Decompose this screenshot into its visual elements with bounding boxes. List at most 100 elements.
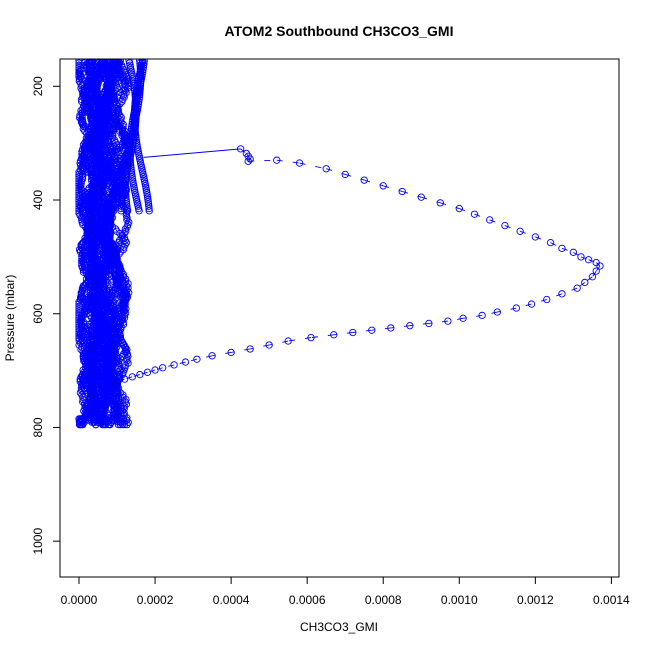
band-point <box>102 207 110 215</box>
band-point <box>106 202 114 210</box>
data-point <box>181 358 190 366</box>
x-tick-label: 0.0004 <box>213 593 250 607</box>
band-point <box>77 182 85 190</box>
band-point <box>82 107 91 115</box>
band-point <box>99 134 107 142</box>
band-trace-line <box>105 60 127 425</box>
band-point <box>90 291 98 299</box>
band-point <box>99 295 108 304</box>
band-point <box>97 136 106 144</box>
series-segment <box>489 219 506 227</box>
data-point <box>349 328 357 337</box>
band-point <box>131 127 139 135</box>
band-point <box>80 195 88 204</box>
band-point <box>121 348 129 356</box>
band-point <box>103 282 111 290</box>
band-point <box>98 318 106 326</box>
band-point <box>110 95 119 104</box>
series-segment <box>185 358 198 363</box>
data-point <box>558 290 566 298</box>
band-point <box>81 250 89 258</box>
band-point <box>87 182 96 190</box>
band-point <box>89 125 97 133</box>
data-point <box>592 267 600 275</box>
band-point <box>127 127 135 135</box>
series-segment <box>196 355 213 360</box>
band-point <box>131 123 139 131</box>
band-point <box>108 257 116 265</box>
data-point <box>546 239 555 247</box>
band-point <box>82 134 91 142</box>
data-point <box>330 331 338 339</box>
band-point <box>79 211 88 220</box>
series-segment <box>310 334 334 339</box>
band-point <box>143 193 152 201</box>
band-point <box>102 270 110 279</box>
band-point <box>104 123 112 131</box>
data-point <box>527 300 536 308</box>
band-point <box>93 109 101 117</box>
band-point <box>97 227 106 235</box>
data-point <box>208 352 216 360</box>
band-point <box>121 295 129 304</box>
band-point <box>109 277 117 285</box>
series-segment <box>147 369 156 373</box>
band-point <box>98 236 107 245</box>
band-point <box>79 395 87 404</box>
band-point <box>118 352 127 361</box>
band-point <box>102 298 110 306</box>
band-point <box>118 97 126 106</box>
band-point <box>101 184 109 192</box>
band-point <box>115 68 123 76</box>
band-point <box>78 373 86 381</box>
band-point <box>102 343 110 351</box>
band-point <box>87 277 96 285</box>
connector-line <box>143 148 241 158</box>
band-point <box>122 400 130 408</box>
band-point <box>79 420 87 429</box>
band-point <box>120 418 128 426</box>
band-point <box>120 273 128 281</box>
series-segment <box>139 371 148 376</box>
series-segment <box>162 364 175 369</box>
band-point <box>78 173 87 181</box>
band-point <box>95 236 103 245</box>
band-point <box>103 398 111 406</box>
band-point <box>100 113 108 122</box>
band-point <box>108 188 117 197</box>
band-point <box>131 97 139 106</box>
band-point <box>101 266 110 274</box>
band-point <box>78 325 86 333</box>
band-point <box>80 143 89 151</box>
band-point <box>87 355 95 363</box>
band-point <box>90 61 98 69</box>
series-segment <box>550 242 563 249</box>
band-point <box>122 200 131 208</box>
band-point <box>97 380 106 388</box>
band-point <box>96 198 104 206</box>
band-point <box>104 109 112 117</box>
band-point <box>101 357 109 365</box>
band-point <box>102 329 110 338</box>
band-point <box>81 104 89 113</box>
x-tick-label: 0.0002 <box>137 593 174 607</box>
band-point <box>78 418 87 426</box>
data-point <box>581 278 589 287</box>
band-point <box>104 384 112 392</box>
band-point <box>122 191 130 199</box>
band-point <box>107 291 115 299</box>
band-point <box>100 179 108 188</box>
band-point <box>122 161 131 169</box>
band-point <box>111 66 119 74</box>
data-point <box>170 361 178 369</box>
data-point <box>143 368 152 376</box>
band-point <box>78 415 86 423</box>
band-point <box>118 198 126 206</box>
band-point <box>109 286 118 295</box>
series-segment <box>447 317 464 322</box>
band-point <box>77 177 85 185</box>
band-point <box>94 175 102 183</box>
series-segment <box>584 276 593 283</box>
data-point <box>493 308 501 316</box>
band-point <box>86 343 95 351</box>
